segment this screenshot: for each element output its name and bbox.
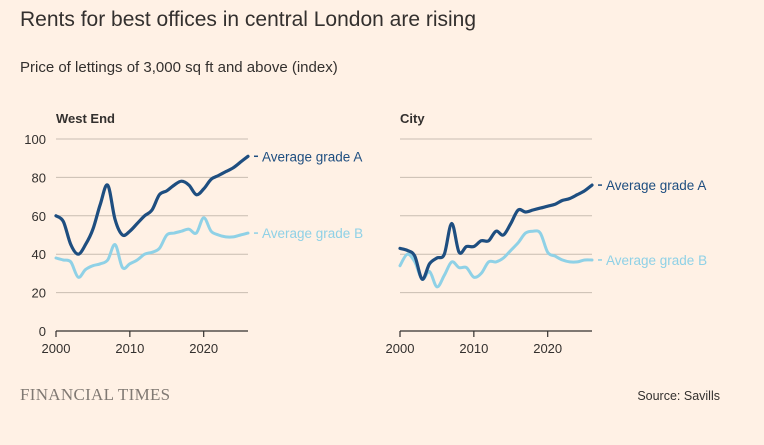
west-end-panel: West End 0 20 40 60 80 100 2000 2010 2020 Average … [24,111,363,356]
ft-logo: FINANCIAL TIMES [20,385,171,404]
source-note: Source: Savills [637,389,720,403]
y-tick-label: 100 [24,132,46,147]
x-tick-label: 2000 [42,341,71,356]
y-tick-label: 80 [32,170,46,185]
grade-a-line [54,154,250,256]
chart-title: Rents for best offices in central London… [20,8,477,31]
panel-title: West End [56,111,115,126]
grade-b-line [398,229,594,289]
grade-b-line [54,216,250,279]
grade-a-line [398,183,594,281]
grade-b-label: Average grade B [606,253,707,268]
x-tick-label: 2020 [189,341,218,356]
grade-b-label: Average grade B [262,226,363,241]
x-tick-label: 2010 [115,341,144,356]
grade-a-label: Average grade A [262,149,362,164]
x-tick-label: 2020 [533,341,562,356]
grade-a-label: Average grade A [606,178,706,193]
y-tick-label: 40 [32,247,46,262]
city-panel: City 2000 2010 2020 Average grade A Average g… [386,111,708,356]
chart-subtitle: Price of lettings of 3,000 sq ft and abo… [20,59,338,76]
y-tick-label: 60 [32,209,46,224]
y-tick-label: 20 [32,286,46,301]
panel-title: City [400,111,425,126]
y-tick-label: 0 [39,324,46,339]
x-tick-label: 2010 [459,341,488,356]
x-tick-label: 2000 [386,341,415,356]
